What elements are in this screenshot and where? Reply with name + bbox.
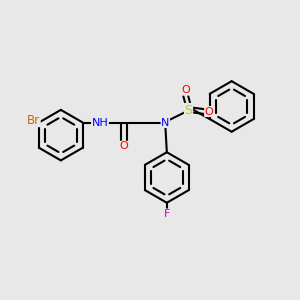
Text: S: S xyxy=(184,103,193,116)
Text: F: F xyxy=(164,209,170,219)
Text: O: O xyxy=(205,106,213,116)
Text: NH: NH xyxy=(92,118,108,128)
Text: Br: Br xyxy=(27,114,40,127)
Text: N: N xyxy=(161,118,170,128)
Text: O: O xyxy=(119,141,128,151)
Text: O: O xyxy=(181,85,190,95)
